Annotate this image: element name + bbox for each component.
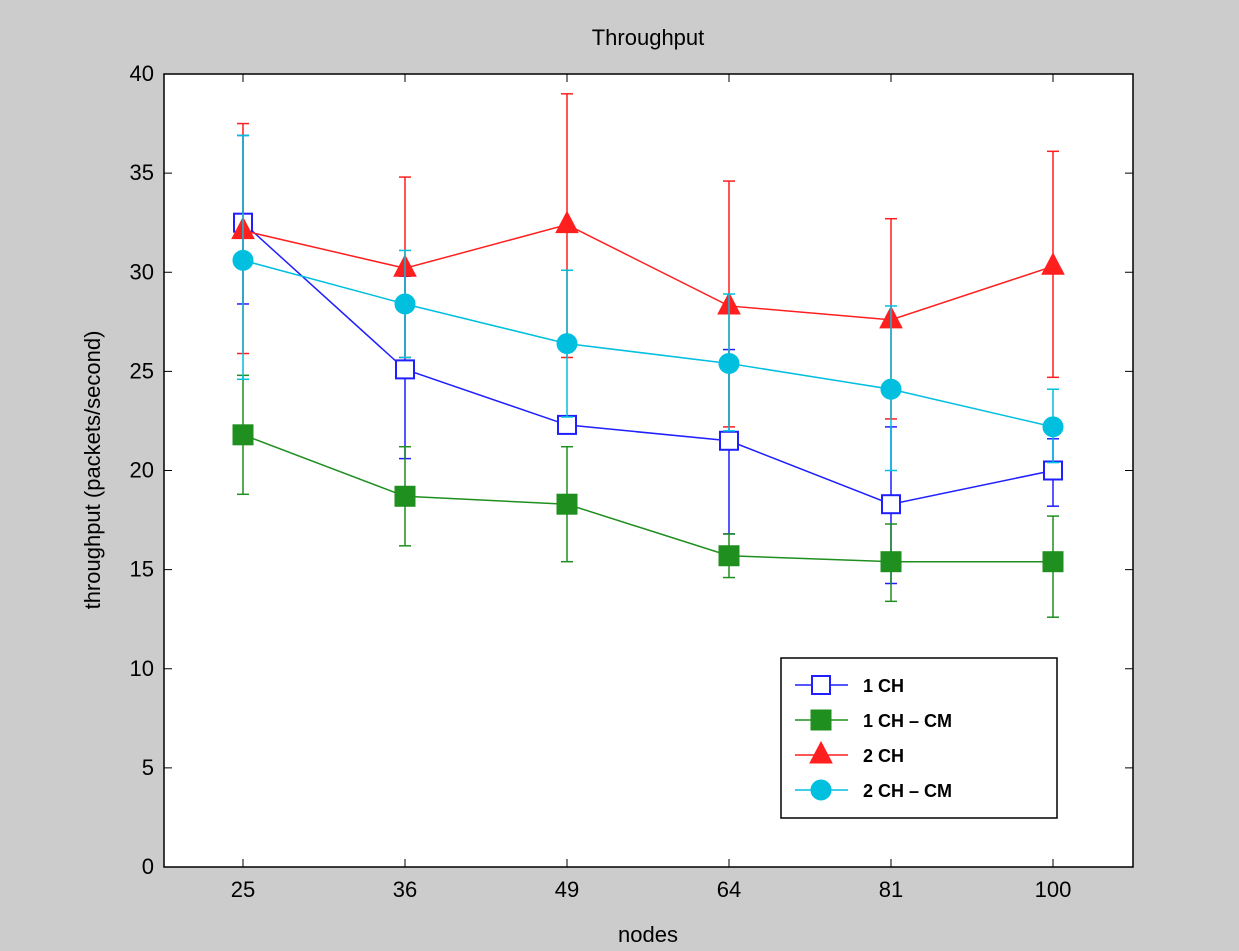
x-tick-label: 64 bbox=[717, 877, 741, 902]
data-point bbox=[232, 249, 254, 271]
data-point bbox=[394, 485, 416, 507]
series-layer bbox=[231, 93, 1065, 618]
series-line bbox=[242, 222, 1054, 505]
data-point bbox=[718, 545, 740, 567]
y-tick-label: 10 bbox=[130, 656, 154, 681]
y-tick-label: 40 bbox=[130, 61, 154, 86]
axes-layer: 0 5 10 15 20 25 30 35 40 25 36 49 64 81 100 bbox=[130, 61, 1133, 902]
data-point bbox=[555, 210, 579, 234]
data-point bbox=[881, 494, 901, 515]
series-4 bbox=[232, 134, 1064, 472]
data-point bbox=[1042, 551, 1064, 573]
data-point bbox=[557, 414, 577, 435]
y-tick-label: 30 bbox=[130, 259, 154, 284]
data-point bbox=[556, 493, 578, 515]
y-tick-label: 35 bbox=[130, 160, 154, 185]
data-point bbox=[718, 352, 740, 374]
series-line bbox=[242, 434, 1053, 563]
data-point bbox=[395, 359, 415, 380]
x-tick-label: 81 bbox=[879, 877, 903, 902]
legend-label: 2 CH – CM bbox=[863, 781, 952, 801]
series-line bbox=[242, 259, 1054, 428]
legend-marker bbox=[809, 740, 833, 764]
data-point bbox=[880, 378, 902, 400]
data-point bbox=[719, 430, 739, 451]
series-line bbox=[242, 223, 1054, 321]
data-point bbox=[1041, 252, 1065, 275]
data-point bbox=[556, 333, 578, 355]
legend-label: 2 CH bbox=[863, 746, 904, 766]
x-tick-label: 49 bbox=[555, 877, 579, 902]
data-point bbox=[880, 551, 902, 573]
y-tick-label: 20 bbox=[130, 458, 154, 483]
legend: 1 CH 1 CH – CM 2 CH 2 CH – CM bbox=[780, 657, 1058, 819]
data-point bbox=[1042, 416, 1064, 438]
y-tick-label: 15 bbox=[130, 557, 154, 582]
y-axis-label: throughput (packets/second) bbox=[80, 331, 105, 610]
y-tick-label: 5 bbox=[142, 755, 154, 780]
data-point bbox=[232, 424, 254, 446]
y-tick-label: 0 bbox=[142, 854, 154, 879]
chart-title: Throughput bbox=[592, 25, 705, 50]
x-tick-label: 25 bbox=[231, 877, 255, 902]
x-axis-label: nodes bbox=[618, 922, 678, 947]
x-tick-label: 36 bbox=[393, 877, 417, 902]
legend-marker bbox=[810, 709, 832, 731]
legend-marker bbox=[810, 779, 832, 801]
legend-marker bbox=[811, 675, 831, 695]
data-point bbox=[1043, 460, 1063, 481]
x-tick-label: 100 bbox=[1035, 877, 1072, 902]
legend-label: 1 CH bbox=[863, 676, 904, 696]
y-tick-label: 25 bbox=[130, 358, 154, 383]
data-point bbox=[394, 293, 416, 315]
legend-label: 1 CH – CM bbox=[863, 711, 952, 731]
